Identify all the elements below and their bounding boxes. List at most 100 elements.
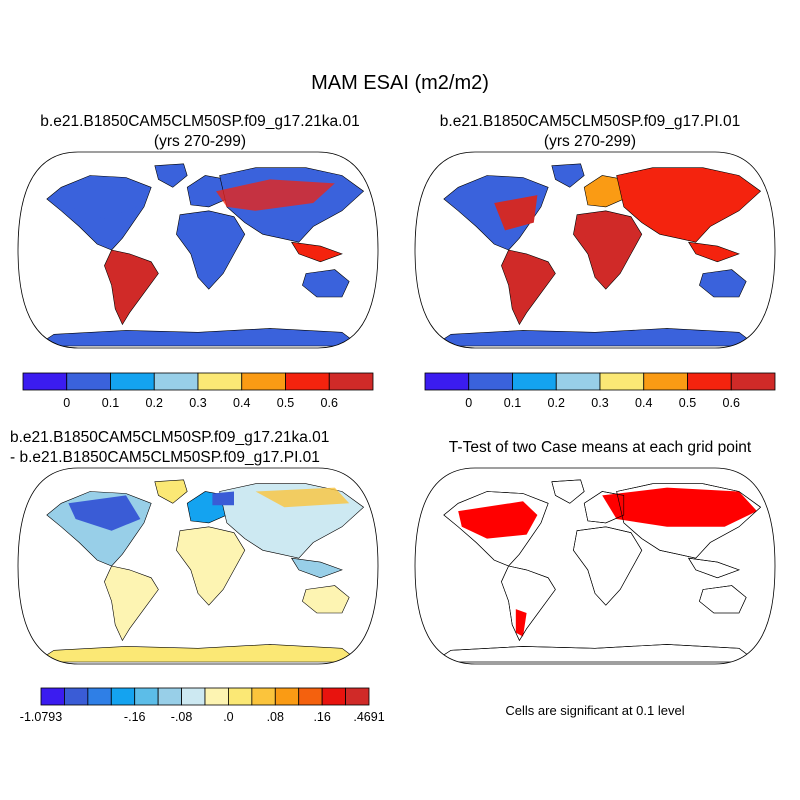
coastline bbox=[583, 491, 625, 524]
map-panel-1 bbox=[17, 151, 379, 349]
colorbar-tick-label: 0.2 bbox=[145, 396, 163, 410]
colorbar-tick-label: 0.3 bbox=[189, 396, 207, 410]
colorbar-swatch bbox=[298, 687, 323, 706]
map-boundary bbox=[17, 151, 379, 349]
coastline bbox=[551, 479, 585, 504]
continent-northAmerica bbox=[443, 175, 549, 251]
colorbar-swatch bbox=[643, 372, 688, 391]
significant-region bbox=[458, 501, 538, 539]
colorbar-tick-label: -.16 bbox=[123, 710, 146, 724]
colorbar-swatch bbox=[153, 372, 199, 391]
colorbar-tick-label: -.08 bbox=[170, 710, 193, 724]
colorbar-swatch bbox=[134, 687, 159, 706]
panel4-title: T-Test of two Case means at each grid po… bbox=[400, 438, 800, 458]
panel2-title-line1: b.e21.B1850CAM5CLM50SP.f09_g17.PI.01 bbox=[439, 113, 741, 130]
colorbar-swatch bbox=[22, 372, 68, 391]
panel3-title-line1: b.e21.B1850CAM5CLM50SP.f09_g17.21ka.01 bbox=[10, 429, 330, 446]
colorbar-swatch bbox=[345, 687, 370, 706]
colorbar-swatch bbox=[157, 687, 182, 706]
panel2-title: b.e21.B1850CAM5CLM50SP.f09_g17.PI.01 (yr… bbox=[400, 112, 780, 152]
colorbar-swatch bbox=[555, 372, 601, 391]
map-boundary bbox=[414, 467, 776, 665]
colorbar-tick-label: 0.1 bbox=[503, 396, 522, 410]
colorbar-tick-label: 0.4 bbox=[233, 396, 251, 410]
colorbar-swatch bbox=[730, 372, 776, 391]
continent-seAsia bbox=[688, 241, 740, 263]
colorbar-swatch bbox=[274, 687, 300, 706]
map-panel-4 bbox=[414, 467, 776, 665]
colorbar-tick-label: -1.0793 bbox=[19, 710, 63, 724]
continent-asia bbox=[616, 167, 762, 243]
highlight-region bbox=[68, 185, 137, 219]
colorbar-tick-label: 0 bbox=[465, 396, 473, 410]
highlight-region bbox=[68, 495, 141, 531]
colorbar-swatch bbox=[241, 372, 286, 391]
significant-region bbox=[602, 487, 757, 527]
colorbar-tick-label: 0.5 bbox=[276, 396, 295, 410]
continent-australia bbox=[302, 269, 350, 298]
coastline bbox=[616, 483, 762, 559]
colorbar-swatch bbox=[197, 372, 243, 391]
colorbar-tick-label: .16 bbox=[313, 710, 331, 724]
continent-africa bbox=[176, 210, 246, 290]
colorbar-tick-label: 0.2 bbox=[547, 396, 565, 410]
colorbar-panel-2-labels: 0 0.1 0.2 0.3 0.4 0.5 0.6 bbox=[425, 396, 775, 412]
colorbar-swatch bbox=[512, 372, 557, 391]
colorbar-panel-1 bbox=[22, 372, 374, 391]
colorbar-tick-label: .4691 bbox=[353, 710, 385, 724]
colorbar-swatch bbox=[687, 372, 732, 391]
colorbar-swatch bbox=[251, 687, 276, 706]
colorbar-swatch bbox=[64, 687, 89, 706]
colorbar-swatch bbox=[110, 687, 136, 706]
coastline bbox=[688, 557, 740, 579]
continent-greenland bbox=[154, 163, 188, 188]
colorbar-tick-label: 0.5 bbox=[678, 396, 697, 410]
continent-greenland bbox=[551, 163, 585, 188]
colorbar-swatch bbox=[66, 372, 111, 391]
significance-note: Cells are significant at 0.1 level bbox=[505, 703, 685, 718]
colorbar-swatch bbox=[181, 687, 206, 706]
map-panel-3 bbox=[17, 467, 379, 665]
colorbar-tick-label: 0.6 bbox=[722, 396, 740, 410]
coastline bbox=[699, 585, 747, 614]
colorbar-tick-label: 0.1 bbox=[101, 396, 120, 410]
colorbar-tick-label: 0.6 bbox=[320, 396, 338, 410]
continent-africa bbox=[176, 526, 246, 606]
highlight-region bbox=[494, 195, 538, 231]
colorbar-panel-1-labels: 0 0.1 0.2 0.3 0.4 0.5 0.6 bbox=[23, 396, 373, 412]
continent-antarctica bbox=[34, 644, 361, 663]
continent-southAmerica bbox=[104, 565, 159, 642]
continent-australia bbox=[302, 585, 350, 614]
continent-antarctica bbox=[34, 328, 361, 347]
highlight-region bbox=[255, 487, 350, 508]
continent-southAmerica bbox=[104, 249, 159, 326]
colorbar-swatch bbox=[285, 372, 330, 391]
colorbar-swatch bbox=[424, 372, 470, 391]
colorbar-panel-3 bbox=[40, 687, 370, 706]
figure-title: MAM ESAI (m2/m2) bbox=[311, 72, 489, 94]
panel4-title-line1: T-Test of two Case means at each grid po… bbox=[448, 439, 752, 456]
colorbar-swatch bbox=[228, 687, 253, 706]
continent-seAsia bbox=[291, 557, 343, 579]
map-boundary bbox=[17, 467, 379, 665]
colorbar-swatch bbox=[328, 372, 374, 391]
colorbar-panel-2 bbox=[424, 372, 776, 391]
colorbar-tick-label: 0.3 bbox=[591, 396, 609, 410]
colorbar-panel-3-labels: -1.0793 -.16 -.08 .0 .08 .16 .4691 bbox=[20, 710, 385, 726]
panel3-title-line2: - b.e21.B1850CAM5CLM50SP.f09_g17.PI.01 bbox=[10, 449, 320, 466]
highlight-region bbox=[216, 179, 335, 211]
colorbar-swatch bbox=[468, 372, 513, 391]
continent-seAsia bbox=[291, 241, 343, 263]
panel1-title-line1: b.e21.B1850CAM5CLM50SP.f09_g17.21ka.01 bbox=[40, 113, 360, 130]
significant-region bbox=[515, 609, 527, 637]
panel1-title-line2: (yrs 270-299) bbox=[153, 133, 247, 150]
panel3-title: b.e21.B1850CAM5CLM50SP.f09_g17.21ka.01 -… bbox=[10, 428, 400, 468]
continent-greenland bbox=[154, 479, 188, 504]
colorbar-tick-label: 0 bbox=[63, 396, 71, 410]
coastline bbox=[573, 526, 643, 606]
highlight-region bbox=[212, 491, 234, 506]
colorbar-swatch bbox=[110, 372, 155, 391]
map-panel-2 bbox=[414, 151, 776, 349]
colorbar-tick-label: .0 bbox=[223, 710, 234, 724]
colorbar-swatch bbox=[599, 372, 645, 391]
